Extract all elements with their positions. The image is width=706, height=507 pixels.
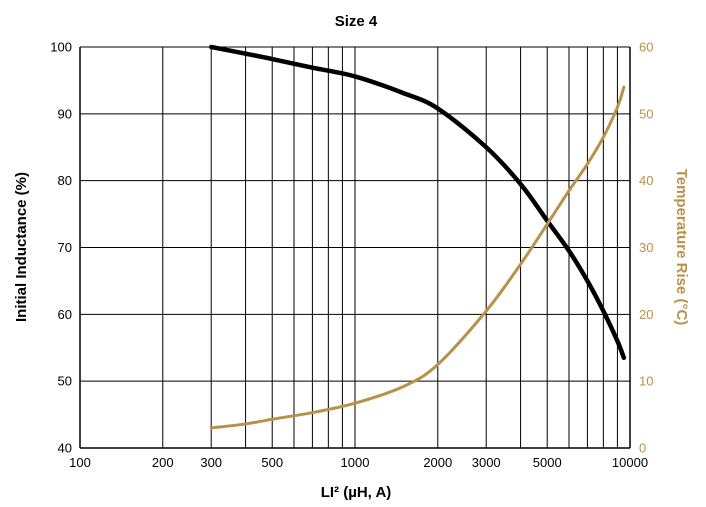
- y2-tick-label: 50: [639, 106, 653, 121]
- x-tick-label: 1000: [341, 455, 370, 470]
- x-tick-label: 200: [152, 455, 174, 470]
- y2-tick-label: 40: [639, 173, 653, 188]
- y-tick-label: 80: [58, 173, 72, 188]
- y2-tick-label: 20: [639, 307, 653, 322]
- y-tick-label: 100: [50, 40, 72, 55]
- series-layer: [208, 44, 627, 430]
- x-tick-label: 100: [69, 455, 91, 470]
- x-tick-label: 500: [261, 455, 283, 470]
- y2-tick-label: 30: [639, 240, 653, 255]
- x-tick-label: 300: [200, 455, 222, 470]
- x-tick-label: 2000: [423, 455, 452, 470]
- y2-tick-label: 10: [639, 374, 653, 389]
- chart-title: Size 4: [335, 13, 378, 30]
- y2-tick-label: 60: [639, 40, 653, 55]
- y-axis-label: Initial Inductance (%): [13, 172, 30, 322]
- x-tick-label: 5000: [533, 455, 562, 470]
- grid: [79, 46, 631, 449]
- initial-inductance-series-line: [208, 44, 627, 361]
- y2-axis-label: Temperature Rise (°C): [673, 169, 690, 326]
- x-tick-label: 3000: [472, 455, 501, 470]
- x-tick-label: 10000: [612, 455, 648, 470]
- y-tick-label: 60: [58, 307, 72, 322]
- temperature-rise-series-line: [209, 85, 626, 430]
- x-axis-label: LI² (µH, A): [321, 484, 392, 501]
- y-tick-label: 40: [58, 441, 72, 456]
- y-tick-label: 70: [58, 240, 72, 255]
- y-tick-label: 50: [58, 374, 72, 389]
- y2-tick-label: 0: [639, 441, 646, 456]
- tick-labels: 100 200 300 500 1000 2000 3000 5000 100004050607…: [50, 40, 653, 471]
- y-tick-label: 90: [58, 106, 72, 121]
